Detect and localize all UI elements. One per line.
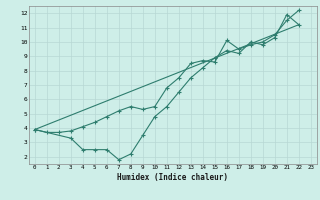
X-axis label: Humidex (Indice chaleur): Humidex (Indice chaleur) [117,173,228,182]
